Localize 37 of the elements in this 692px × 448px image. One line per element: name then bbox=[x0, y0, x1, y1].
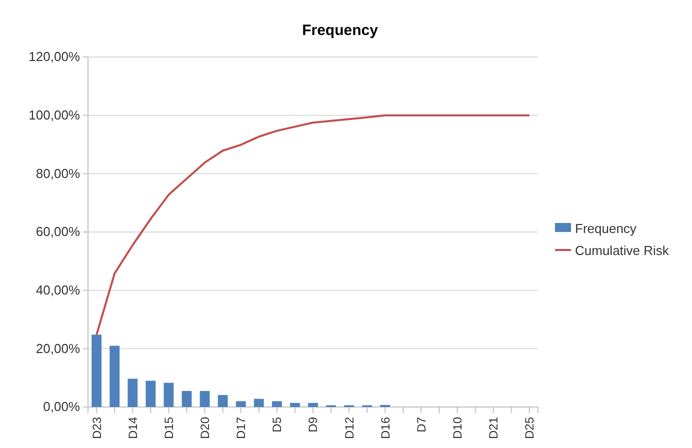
x-tick-label: D12 bbox=[342, 416, 356, 440]
bar bbox=[254, 398, 264, 407]
bar bbox=[110, 346, 120, 407]
x-tick-label: D7 bbox=[414, 416, 428, 432]
x-tick-label: D20 bbox=[198, 416, 212, 440]
bar bbox=[272, 401, 282, 407]
bar bbox=[236, 401, 246, 407]
bar bbox=[218, 395, 228, 407]
x-tick-label: D14 bbox=[126, 416, 140, 440]
x-tick-label: D9 bbox=[306, 416, 320, 432]
bar bbox=[308, 402, 318, 407]
x-tick-label: D25 bbox=[522, 416, 537, 440]
y-tick-label: 0,00% bbox=[43, 399, 80, 414]
bar bbox=[164, 382, 174, 407]
bar bbox=[182, 390, 192, 407]
y-tick-label: 120,00% bbox=[28, 49, 80, 64]
x-tick-label: D15 bbox=[162, 416, 176, 440]
x-tick-label: D17 bbox=[234, 416, 248, 440]
x-tick-label: D10 bbox=[450, 416, 464, 440]
x-tick-label: D16 bbox=[378, 416, 392, 440]
y-tick-label: 60,00% bbox=[36, 224, 80, 240]
x-tick-label: D21 bbox=[486, 416, 501, 440]
bar bbox=[290, 402, 300, 407]
x-tick-label: D5 bbox=[270, 416, 284, 432]
bar bbox=[92, 334, 102, 407]
y-tick-label: 100,00% bbox=[28, 107, 80, 122]
bar bbox=[128, 378, 138, 407]
bar bbox=[200, 390, 210, 407]
legend-label: Cumulative Risk bbox=[575, 243, 670, 258]
bar bbox=[146, 380, 156, 407]
x-tick-label: D23 bbox=[90, 416, 104, 440]
y-tick-label: 20,00% bbox=[36, 340, 80, 356]
y-tick-label: 40,00% bbox=[36, 282, 80, 298]
y-tick-label: 80,00% bbox=[36, 166, 80, 181]
line-series bbox=[96, 114, 530, 336]
legend-label: Frequency bbox=[575, 221, 637, 236]
chart-title: Frequency bbox=[302, 22, 379, 39]
